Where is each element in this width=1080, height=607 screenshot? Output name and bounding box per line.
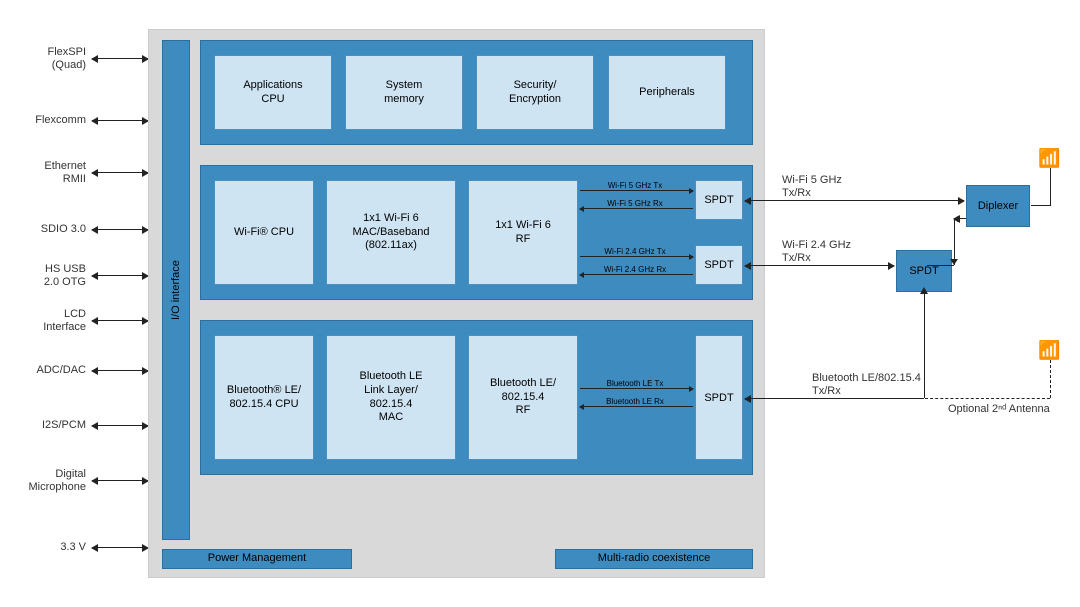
- label-wifi5-rx: Wi-Fi 5 GHz Rx: [585, 199, 685, 208]
- ext-label-wifi24: Wi-Fi 2.4 GHz Tx/Rx: [782, 239, 851, 265]
- bt-rf-block: Bluetooth LE/ 802.15.4 RF: [468, 335, 578, 460]
- diplexer-label: Diplexer: [978, 200, 1018, 212]
- arrow-bt-rx: [580, 406, 693, 407]
- arrow-wifi24-rx: [580, 274, 693, 275]
- interface-arrow: [92, 275, 148, 276]
- bt-rf-label: Bluetooth LE/ 802.15.4 RF: [490, 377, 556, 418]
- left-interface-label: LCD Interface: [14, 308, 86, 333]
- left-interface-label: FlexSPI (Quad): [14, 46, 86, 71]
- spdt-dip-conn: [927, 265, 954, 266]
- bt-cpu-label: Bluetooth® LE/ 802.15.4 CPU: [227, 384, 301, 412]
- top-block: System memory: [345, 55, 463, 130]
- diplexer-block: Diplexer: [966, 185, 1030, 227]
- left-interface-label: Ethernet RMII: [14, 160, 86, 185]
- ext-label-bt: Bluetooth LE/802.15.4 Tx/Rx: [812, 372, 921, 398]
- interface-arrow: [92, 425, 148, 426]
- power-management-bar: Power Management: [162, 549, 352, 569]
- external-spdt-label: SPDT: [909, 265, 938, 277]
- spdt-label-1: SPDT: [704, 194, 733, 206]
- ext-label-wifi5: Wi-Fi 5 GHz Tx/Rx: [782, 174, 842, 200]
- interface-arrow: [92, 172, 148, 173]
- left-interface-label: Flexcomm: [14, 114, 86, 127]
- bt-ext-v: [924, 293, 925, 398]
- left-interface-label: HS USB 2.0 OTG: [14, 263, 86, 288]
- interface-arrow: [92, 547, 148, 548]
- label-wifi24-tx: Wi-Fi 2.4 GHz Tx: [585, 247, 685, 256]
- dip-ant-h: [1031, 205, 1050, 206]
- bt-cpu-block: Bluetooth® LE/ 802.15.4 CPU: [214, 335, 314, 460]
- label-wifi5-tx: Wi-Fi 5 GHz Tx: [585, 181, 685, 190]
- dip-ant-v: [1050, 168, 1051, 206]
- external-spdt-block: SPDT: [896, 250, 952, 292]
- top-block: Applications CPU: [214, 55, 332, 130]
- wifi-spdt-5ghz: SPDT: [695, 180, 743, 220]
- interface-arrow: [92, 480, 148, 481]
- arrow-wifi24-tx: [580, 256, 693, 257]
- power-management-label: Power Management: [208, 552, 306, 566]
- left-interface-label: 3.3 V: [14, 541, 86, 554]
- wifi-mac-block: 1x1 Wi-Fi 6 MAC/Baseband (802.11ax): [326, 180, 456, 285]
- io-interface-label: I/O interface: [170, 260, 182, 320]
- arrow-bt-tx: [580, 388, 693, 389]
- interface-arrow: [92, 120, 148, 121]
- dip-in-arrow: [954, 218, 966, 219]
- top-block: Security/ Encryption: [476, 55, 594, 130]
- left-interface-label: ADC/DAC: [14, 364, 86, 377]
- spdt-label-2: SPDT: [704, 259, 733, 271]
- bt-spdt: SPDT: [695, 335, 743, 460]
- label-wifi24-rx: Wi-Fi 2.4 GHz Rx: [585, 265, 685, 274]
- io-interface-bar: I/O interface: [162, 40, 190, 540]
- wifi-cpu-label: Wi-Fi® CPU: [234, 226, 294, 240]
- left-interface-label: Digital Microphone: [14, 468, 86, 493]
- wifi-spdt-24ghz: SPDT: [695, 245, 743, 285]
- top-block: Peripherals: [608, 55, 726, 130]
- interface-arrow: [92, 229, 148, 230]
- elbow-v: [954, 218, 955, 265]
- wifi-mac-label: 1x1 Wi-Fi 6 MAC/Baseband (802.11ax): [352, 212, 429, 253]
- interface-arrow: [92, 370, 148, 371]
- opt-ant-h: [925, 398, 1050, 399]
- arrowhead-up-icon: [920, 287, 928, 294]
- arrow-wifi5-tx: [580, 190, 693, 191]
- interface-arrow: [92, 320, 148, 321]
- opt-ant-v: [1050, 360, 1051, 398]
- wifi-cpu-block: Wi-Fi® CPU: [214, 180, 314, 285]
- left-interface-label: SDIO 3.0: [14, 223, 86, 236]
- wifi-rf-block: 1x1 Wi-Fi 6 RF: [468, 180, 578, 285]
- label-bt-tx: Bluetooth LE Tx: [585, 379, 685, 388]
- bt-mac-label: Bluetooth LE Link Layer/ 802.15.4 MAC: [360, 370, 423, 425]
- antenna-icon-1: 📶: [1038, 148, 1060, 169]
- label-bt-rx: Bluetooth LE Rx: [585, 397, 685, 406]
- bt-mac-block: Bluetooth LE Link Layer/ 802.15.4 MAC: [326, 335, 456, 460]
- spdt-label-3: SPDT: [704, 392, 733, 404]
- line-wifi5-ext: [745, 200, 964, 201]
- wifi-rf-label: 1x1 Wi-Fi 6 RF: [495, 219, 551, 247]
- multi-radio-bar: Multi-radio coexistence: [555, 549, 753, 569]
- ext-label-opt-ant: Optional 2ⁿᵈ Antenna: [948, 403, 1050, 416]
- left-interface-label: I2S/PCM: [14, 419, 86, 432]
- interface-arrow: [92, 58, 148, 59]
- arrow-wifi5-rx: [580, 208, 693, 209]
- antenna-icon-2: 📶: [1038, 340, 1060, 361]
- multi-radio-label: Multi-radio coexistence: [598, 552, 711, 566]
